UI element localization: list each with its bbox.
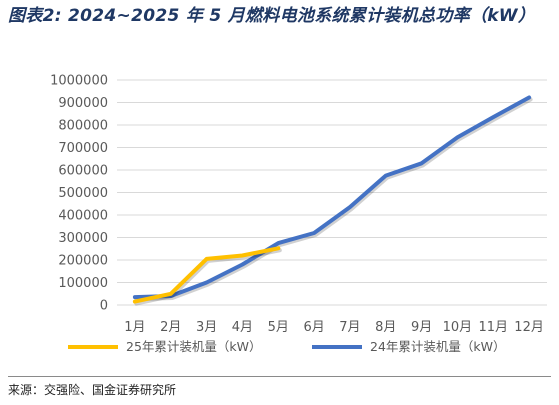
x-tick-label: 12月: [514, 320, 544, 335]
chart-title: 图表2: 2024~2025 年 5 月燃料电池系统累计装机总功率（kW）: [8, 6, 536, 26]
x-axis-ticks: 1月 2月 3月 4月 5月 6月 7月 8月 9月 10月 11月 12月: [124, 320, 544, 335]
series-line-shadow: [134, 97, 533, 302]
y-tick-label: 100000: [58, 276, 108, 291]
y-tick-label: 700000: [58, 141, 108, 156]
series-line: [132, 246, 281, 304]
source-divider: [8, 376, 551, 377]
x-tick-label: 2月: [160, 320, 181, 335]
y-tick-label: 600000: [58, 164, 108, 179]
legend-label: 25年累计装机量（kW）: [126, 339, 262, 354]
y-axis-ticks: 0 100000 200000 300000 400000 500000 600000 700…: [50, 74, 108, 314]
x-tick-label: 3月: [196, 320, 217, 335]
x-tick-label: 5月: [268, 320, 289, 335]
y-tick-label: 1000000: [50, 74, 108, 89]
y-tick-label: 300000: [58, 231, 108, 246]
y-tick-label: 200000: [58, 254, 108, 269]
legend: 25年累计装机量（kW） 24年累计装机量（kW）: [68, 339, 506, 354]
x-tick-label: 11月: [478, 320, 508, 335]
line-chart: 0 100000 200000 300000 400000 500000 600000 700…: [50, 74, 547, 354]
series-lines: [132, 95, 533, 306]
y-tick-label: 800000: [58, 119, 108, 134]
legend-label: 24年累计装机量（kW）: [370, 339, 506, 354]
gridlines: [117, 79, 547, 306]
y-tick-label: 0: [100, 299, 108, 314]
x-tick-label: 1月: [124, 320, 145, 335]
y-tick-label: 500000: [58, 186, 108, 201]
series-line: [132, 95, 532, 300]
x-tick-label: 6月: [303, 320, 324, 335]
y-tick-label: 400000: [58, 209, 108, 224]
x-tick-label: 9月: [411, 320, 432, 335]
x-tick-label: 8月: [375, 320, 396, 335]
y-tick-label: 900000: [58, 96, 108, 111]
x-tick-label: 4月: [232, 320, 253, 335]
x-tick-label: 10月: [443, 320, 473, 335]
x-tick-label: 7月: [339, 320, 360, 335]
source-note: 来源：交强险、国金证券研究所: [8, 383, 177, 397]
series-line-shadow: [134, 248, 282, 306]
